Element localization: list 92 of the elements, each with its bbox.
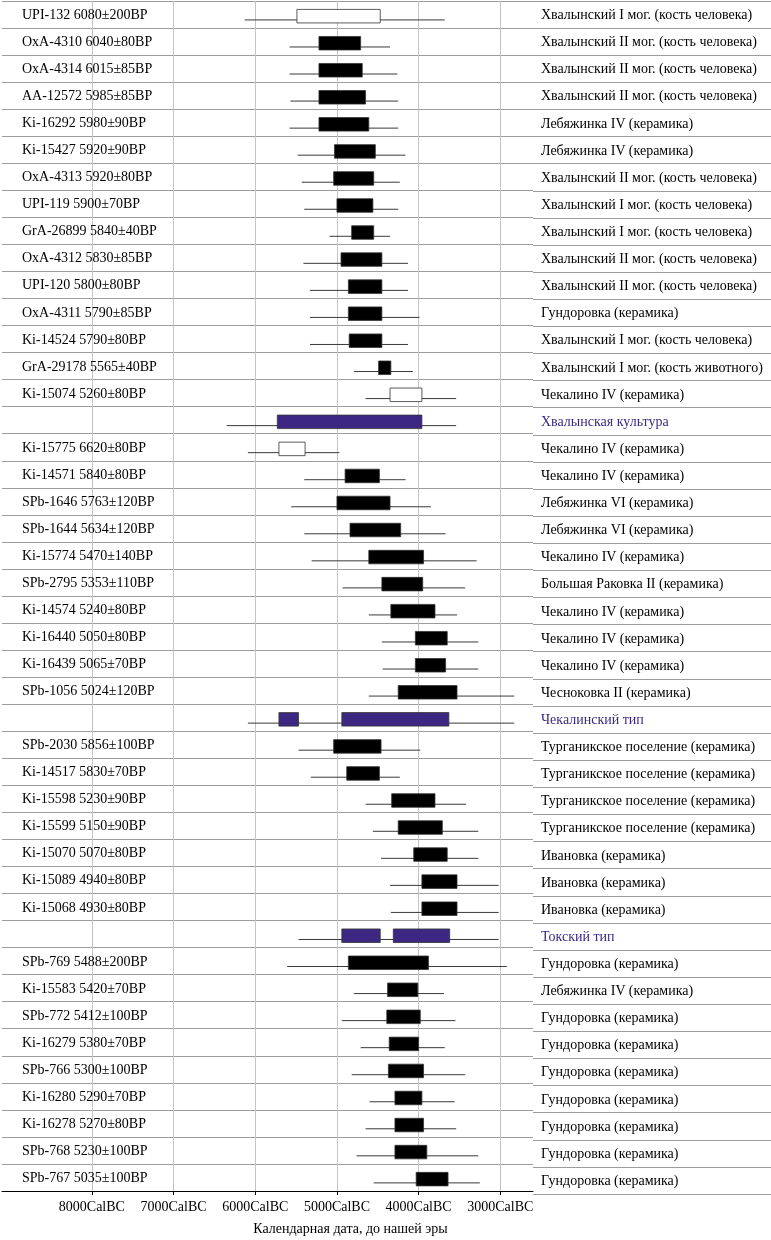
y-tick-label: Ki-15583 5420±70BP [22,980,147,996]
y2-tick-label: Ивановка (керамика) [541,847,666,864]
y-tick-label: AA-12572 5985±85BP [22,88,153,104]
y2-tick-label: Хвалынский I мог. (кость животного) [541,359,764,376]
y-tick-label: UPI-132 6080±200BP [22,7,148,23]
y2-tick-label: Токский тип [541,928,616,944]
y2-tick-label: Хвалынский II мог. (кость человека) [541,278,758,295]
y2-tick-label: Гундоровка (керамика) [541,305,679,322]
y-tick-label: Ki-15074 5260±80BP [22,385,147,401]
y2-tick-label: Лебяжинка IV (керамика) [541,983,694,1000]
x-tick-label: 3000CalBC [467,1198,534,1214]
x-tick-label: 4000CalBC [385,1198,452,1214]
x-tick-label: 8000CalBC [58,1198,125,1214]
y-tick-label: SPb-769 5488±200BP [22,953,148,969]
y2-tick-label: Ивановка (керамика) [541,901,666,918]
y-tick-label: SPb-772 5412±100BP [22,1007,148,1023]
y2-tick-label: Гундоровка (керамика) [541,956,679,973]
y-tick-label: Ki-15089 4940±80BP [22,872,147,888]
y-tick-label: SPb-1644 5634±120BP [22,520,155,536]
y2-tick-label: Гундоровка (керамика) [541,1010,679,1027]
y-tick-label: SPb-768 5230±100BP [22,1142,148,1158]
y2-tick-label: Чекалино IV (керамика) [541,386,685,403]
y2-tick-label: Хвалынская культура [541,413,670,429]
y2-tick-label: Хвалынский II мог. (кость человека) [541,61,758,78]
y2-tick-label: Чекалино IV (керамика) [541,657,685,674]
y2-tick-label: Гундоровка (керамика) [541,1172,679,1189]
y-tick-label: Ki-16278 5270±80BP [22,1115,147,1131]
y-tick-label: OxA-4311 5790±85BP [22,304,152,320]
y2-tick-label: Чекалино IV (керамика) [541,440,685,457]
y-tick-label: Ki-14524 5790±80BP [22,331,147,347]
y-tick-label: Ki-15427 5920±90BP [22,142,147,158]
y2-tick-label: Большая Раковка II (керамика) [541,576,724,593]
y2-tick-label: Хвалынский II мог. (кость человека) [541,251,758,268]
y-tick-label: Ki-14517 5830±70BP [22,764,147,780]
y2-tick-label: Турганикское поселение (керамика) [541,820,756,837]
y2-tick-label: Чекалино IV (керамика) [541,630,685,647]
y-tick-label: GrA-26899 5840±40BP [22,223,158,239]
y-tick-label: UPI-119 5900±70BP [22,196,141,212]
y-tick-label: Ki-15598 5230±90BP [22,791,147,807]
y-tick-label: OxA-4312 5830±85BP [22,250,153,266]
y-tick-label: OxA-4313 5920±80BP [22,169,153,185]
y-tick-label: SPb-2030 5856±100BP [22,737,155,753]
y-tick-label: Ki-14574 5240±80BP [22,602,147,618]
y2-tick-label: Гундоровка (керамика) [541,1064,679,1081]
y-tick-label: SPb-767 5035±100BP [22,1169,148,1185]
y2-tick-label: Гундоровка (керамика) [541,1037,679,1054]
y2-tick-label: Хвалынский I мог. (кость человека) [541,223,753,240]
y-tick-label: SPb-2795 5353±110BP [22,574,155,590]
x-axis-title: Календарная дата, до нашей эры [253,1220,449,1236]
y2-tick-label: Хвалынский I мог. (кость человека) [541,332,753,349]
y2-tick-label: Хвалынский II мог. (кость человека) [541,34,758,51]
y2-tick-label: Чесноковка II (керамика) [541,684,691,701]
y-tick-label: Ki-15068 4930±80BP [22,899,147,915]
y-tick-label: SPb-1056 5024±120BP [22,683,155,699]
y-tick-label: Ki-16280 5290±70BP [22,1088,147,1104]
y2-tick-label: Хвалынский I мог. (кость человека) [541,7,753,24]
y2-tick-label: Чекалино IV (керамика) [541,467,685,484]
y-tick-label: Ki-14571 5840±80BP [22,466,147,482]
x-tick-label: 6000CalBC [222,1198,289,1214]
y2-tick-label: Гундоровка (керамика) [541,1145,679,1162]
y2-tick-label: Хвалынский II мог. (кость человека) [541,88,758,105]
y-tick-label: Ki-15599 5150±90BP [22,818,147,834]
y-tick-label: Ki-15070 5070±80BP [22,845,147,861]
y-tick-label: Ki-15774 5470±140BP [22,547,154,563]
y-tick-label: Ki-15775 6620±80BP [22,439,147,455]
y-tick-label: OxA-4310 6040±80BP [22,34,153,50]
x-tick-label: 7000CalBC [140,1198,207,1214]
y2-tick-label: Ивановка (керамика) [541,874,666,891]
y2-tick-label: Гундоровка (керамика) [541,1091,679,1108]
y2-tick-label: Чекалино IV (керамика) [541,603,685,620]
y2-tick-label: Лебяжинка IV (керамика) [541,115,694,132]
x-tick-label: 5000CalBC [303,1198,370,1214]
y2-tick-label: Чекалино IV (керамика) [541,549,685,566]
y-tick-label: GrA-29178 5565±40BP [22,358,158,374]
y-tick-label: UPI-120 5800±80BP [22,277,141,293]
y2-tick-label: Чекалинский тип [541,712,645,728]
y-tick-label: Ki-16292 5980±90BP [22,115,147,131]
y2-tick-label: Турганикское поселение (керамика) [541,739,756,756]
y-tick-label: OxA-4314 6015±85BP [22,61,153,77]
y2-tick-label: Хвалынский II мог. (кость человека) [541,169,758,186]
y2-tick-label: Лебяжинка VI (керамика) [541,522,694,539]
y-tick-label: SPb-1646 5763±120BP [22,493,155,509]
y-tick-label: Ki-16439 5065±70BP [22,656,147,672]
y2-tick-label: Лебяжинка VI (керамика) [541,495,694,512]
y-tick-label: Ki-16440 5050±80BP [22,629,147,645]
y-tick-label: Ki-16279 5380±70BP [22,1034,147,1050]
y2-tick-label: Турганикское поселение (керамика) [541,766,756,783]
y2-tick-label: Лебяжинка IV (керамика) [541,142,694,159]
y-tick-label: SPb-766 5300±100BP [22,1061,148,1077]
y2-tick-label: Хвалынский I мог. (кость человека) [541,196,753,213]
y2-tick-label: Турганикское поселение (керамика) [541,793,756,810]
y2-tick-label: Гундоровка (керамика) [541,1118,679,1135]
